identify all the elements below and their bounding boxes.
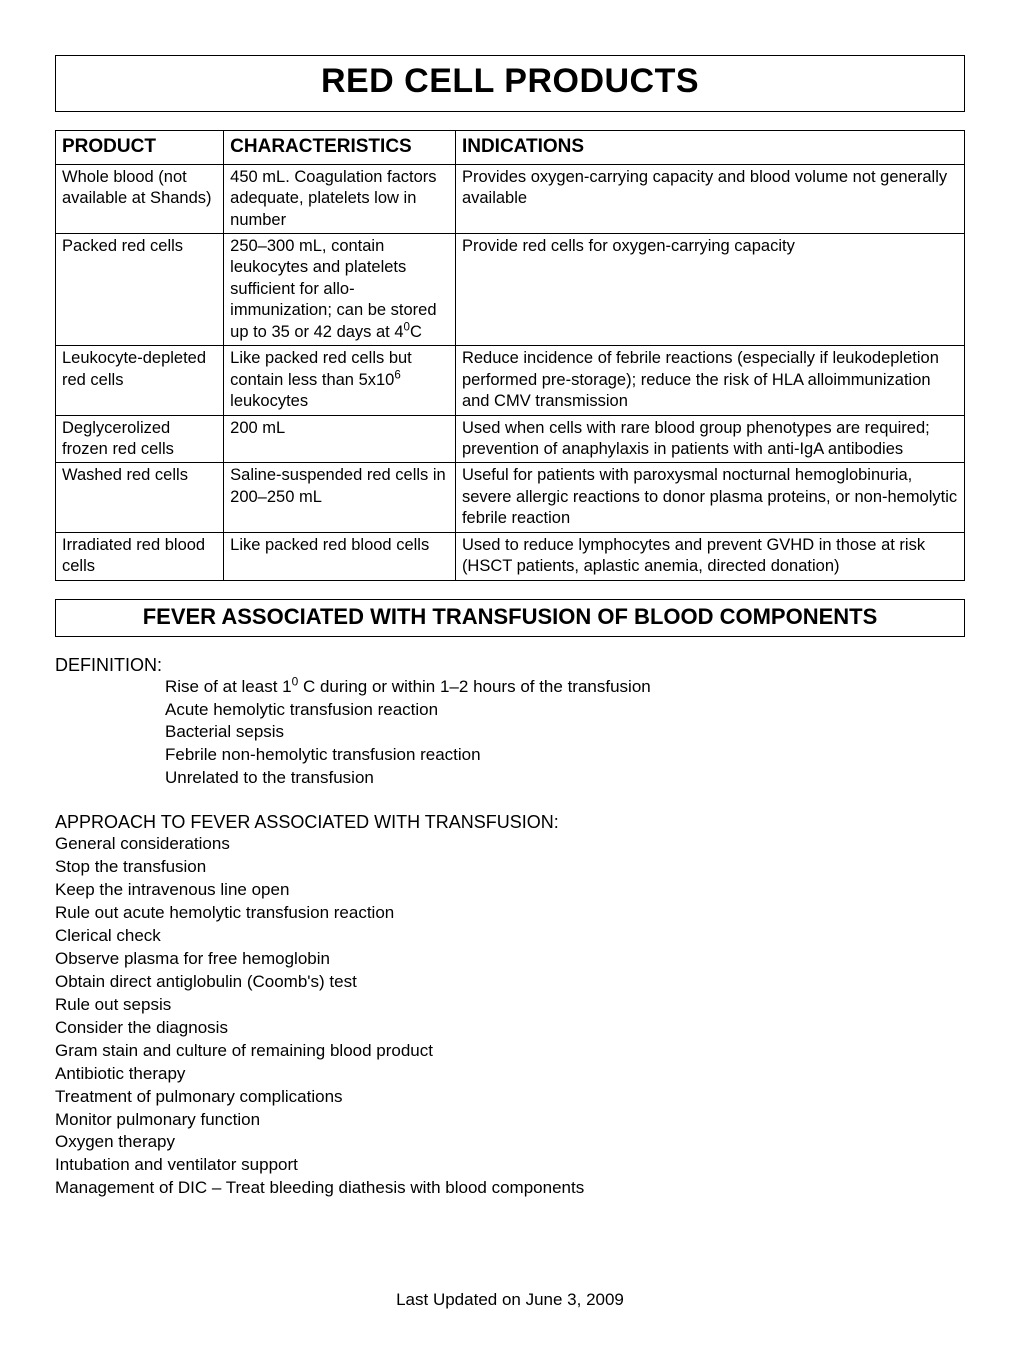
approach-item: Consider the diagnosis xyxy=(55,1017,965,1040)
approach-item: Observe plasma for free hemoglobin xyxy=(55,948,965,971)
table-row: Irradiated red blood cellsLike packed re… xyxy=(56,532,965,580)
cell-characteristics: 250–300 mL, contain leukocytes and plate… xyxy=(224,234,456,346)
cell-indications: Used when cells with rare blood group ph… xyxy=(455,415,964,463)
approach-item: Monitor pulmonary function xyxy=(55,1109,965,1132)
th-characteristics: CHARACTERISTICS xyxy=(224,131,456,165)
approach-item: Clerical check xyxy=(55,925,965,948)
approach-group-heading: Treatment of pulmonary complications xyxy=(55,1086,965,1109)
cell-product: Packed red cells xyxy=(56,234,224,346)
cell-indications: Used to reduce lymphocytes and prevent G… xyxy=(455,532,964,580)
cell-indications: Provides oxygen-carrying capacity and bl… xyxy=(455,164,964,233)
section2-title-box: FEVER ASSOCIATED WITH TRANSFUSION OF BLO… xyxy=(55,599,965,637)
definition-label: DEFINITION: xyxy=(55,655,965,676)
approach-item: Stop the transfusion xyxy=(55,856,965,879)
main-title: RED CELL PRODUCTS xyxy=(56,62,964,101)
cell-indications: Reduce incidence of febrile reactions (e… xyxy=(455,346,964,415)
table-row: Washed red cellsSaline-suspended red cel… xyxy=(56,463,965,532)
table-row: Deglycerolized frozen red cells200 mLUse… xyxy=(56,415,965,463)
table-row: Packed red cells250–300 mL, contain leuk… xyxy=(56,234,965,346)
definition-item: Rise of at least 10 C during or within 1… xyxy=(165,676,965,699)
approach-item: Antibiotic therapy xyxy=(55,1063,965,1086)
cell-characteristics: 200 mL xyxy=(224,415,456,463)
approach-group-heading: General considerations xyxy=(55,833,965,856)
definition-item: Bacterial sepsis xyxy=(165,721,965,744)
main-title-box: RED CELL PRODUCTS xyxy=(55,55,965,112)
definition-list: Rise of at least 10 C during or within 1… xyxy=(165,676,965,791)
cell-characteristics: 450 mL. Coagulation factors adequate, pl… xyxy=(224,164,456,233)
cell-characteristics: Like packed red cells but contain less t… xyxy=(224,346,456,415)
approach-item: Gram stain and culture of remaining bloo… xyxy=(55,1040,965,1063)
approach-group-heading: Management of DIC – Treat bleeding diath… xyxy=(55,1177,965,1200)
products-tbody: Whole blood (not available at Shands)450… xyxy=(56,164,965,580)
table-header-row: PRODUCT CHARACTERISTICS INDICATIONS xyxy=(56,131,965,165)
cell-product: Deglycerolized frozen red cells xyxy=(56,415,224,463)
approach-label: APPROACH TO FEVER ASSOCIATED WITH TRANSF… xyxy=(55,812,965,833)
footer-text: Last Updated on June 3, 2009 xyxy=(55,1290,965,1310)
cell-product: Leukocyte-depleted red cells xyxy=(56,346,224,415)
products-table: PRODUCT CHARACTERISTICS INDICATIONS Whol… xyxy=(55,130,965,581)
definition-item: Unrelated to the transfusion xyxy=(165,767,965,790)
cell-characteristics: Saline-suspended red cells in 200–250 mL xyxy=(224,463,456,532)
cell-product: Whole blood (not available at Shands) xyxy=(56,164,224,233)
cell-product: Washed red cells xyxy=(56,463,224,532)
approach-list: General considerationsStop the transfusi… xyxy=(55,833,965,1200)
approach-item: Oxygen therapy xyxy=(55,1131,965,1154)
cell-product: Irradiated red blood cells xyxy=(56,532,224,580)
approach-item: Keep the intravenous line open xyxy=(55,879,965,902)
cell-indications: Provide red cells for oxygen-carrying ca… xyxy=(455,234,964,346)
th-product: PRODUCT xyxy=(56,131,224,165)
document-page: RED CELL PRODUCTS PRODUCT CHARACTERISTIC… xyxy=(0,0,1020,1350)
section2-title: FEVER ASSOCIATED WITH TRANSFUSION OF BLO… xyxy=(56,604,964,630)
cell-characteristics: Like packed red blood cells xyxy=(224,532,456,580)
approach-item: Obtain direct antiglobulin (Coomb's) tes… xyxy=(55,971,965,994)
approach-item: Intubation and ventilator support xyxy=(55,1154,965,1177)
approach-group-heading: Rule out sepsis xyxy=(55,994,965,1017)
definition-item: Acute hemolytic transfusion reaction xyxy=(165,699,965,722)
cell-indications: Useful for patients with paroxysmal noct… xyxy=(455,463,964,532)
definition-item: Febrile non-hemolytic transfusion reacti… xyxy=(165,744,965,767)
th-indications: INDICATIONS xyxy=(455,131,964,165)
approach-group-heading: Rule out acute hemolytic transfusion rea… xyxy=(55,902,965,925)
table-row: Leukocyte-depleted red cellsLike packed … xyxy=(56,346,965,415)
table-row: Whole blood (not available at Shands)450… xyxy=(56,164,965,233)
